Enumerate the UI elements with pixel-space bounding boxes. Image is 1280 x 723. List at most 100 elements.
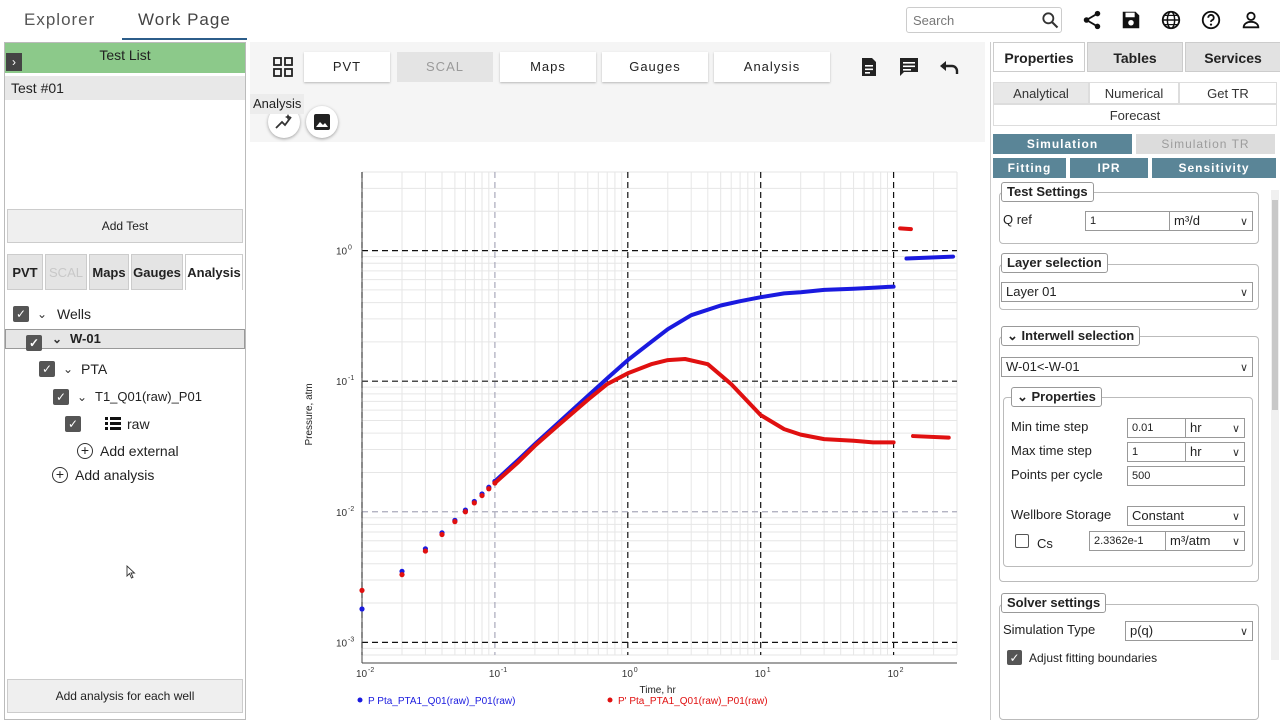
tab-pvt[interactable]: PVT (7, 254, 43, 290)
max-time-step-input[interactable]: 1 (1127, 442, 1187, 462)
save-icon[interactable] (1120, 9, 1142, 31)
tree-pta[interactable]: ✓ ⌄ PTA (5, 356, 245, 382)
help-icon[interactable] (1200, 9, 1222, 31)
cs-input[interactable]: 2.3362e-1 (1089, 531, 1167, 551)
chevron-down-icon[interactable]: ⌄ (77, 390, 88, 404)
q-ref-unit-select[interactable]: m³/d ∨ (1169, 211, 1253, 231)
add-external-button[interactable]: + Add external (5, 438, 245, 464)
checkbox-checked-icon[interactable]: ✓ (13, 306, 29, 322)
scrollbar-thumb[interactable] (1272, 200, 1278, 410)
undo-icon[interactable] (938, 56, 960, 78)
interwell-selection-title[interactable]: ⌄ Interwell selection (1001, 326, 1141, 346)
tree-wells[interactable]: ✓ ⌄ Wells (5, 301, 245, 327)
min-time-step-unit-select[interactable]: hr ∨ (1185, 418, 1245, 438)
select-value: hr (1190, 420, 1202, 435)
subtab-numerical[interactable]: Numerical (1089, 82, 1179, 104)
document-icon[interactable] (858, 56, 880, 78)
tab-properties[interactable]: Properties (993, 42, 1085, 72)
points-per-cycle-label: Points per cycle (1011, 467, 1103, 482)
chevron-down-icon: ⌄ (1007, 328, 1022, 343)
comment-icon[interactable] (898, 56, 920, 78)
center-tab-maps[interactable]: Maps (500, 52, 596, 82)
legend-marker (357, 697, 363, 703)
interwell-select[interactable]: W-01<-W-01 ∨ (1001, 357, 1253, 377)
checkbox-checked-icon[interactable]: ✓ (53, 389, 69, 405)
properties-title[interactable]: ⌄ Properties (1011, 387, 1102, 407)
center-panel: PVT SCAL Maps Gauges Analysis Analysis 1… (250, 42, 985, 720)
subtab-analytical[interactable]: Analytical (993, 82, 1089, 104)
data-point (359, 587, 365, 593)
legend-entry: P' Pta_PTA1_Q01(raw)_P01(raw) (618, 696, 768, 707)
min-time-step-input[interactable]: 0.01 (1127, 418, 1187, 438)
checkbox-checked-icon[interactable]: ✓ (65, 416, 81, 432)
checkbox-checked-icon[interactable]: ✓ (39, 361, 55, 377)
ipr-button[interactable]: IPR (1070, 158, 1148, 178)
cs-checkbox[interactable] (1015, 534, 1029, 548)
data-point (452, 519, 458, 525)
right-panel: Properties Tables Services Analytical Nu… (990, 42, 1280, 720)
image-export-button[interactable] (306, 106, 338, 138)
center-tab-scal: SCAL (397, 52, 493, 82)
language-icon[interactable] (1160, 9, 1182, 31)
points-per-cycle-input[interactable]: 500 (1127, 466, 1245, 486)
collapse-panel-button[interactable]: › (6, 53, 22, 71)
sensitivity-button[interactable]: Sensitivity (1152, 158, 1276, 178)
tree-well[interactable]: ✓ ⌄ W-01 (5, 329, 245, 351)
center-tab-gauges[interactable]: Gauges (602, 52, 708, 82)
tree-label: Wells (57, 306, 91, 322)
chevron-down-icon[interactable]: ⌄ (37, 307, 48, 321)
nav-work-page[interactable]: Work Page (122, 0, 247, 40)
chevron-down-icon[interactable]: ⌄ (63, 362, 74, 376)
checkbox-checked-icon[interactable]: ✓ (26, 335, 42, 351)
wellbore-storage-select[interactable]: Constant ∨ (1127, 506, 1245, 526)
center-tab-analysis[interactable]: Analysis (714, 52, 830, 82)
search-icon[interactable] (1040, 10, 1060, 30)
series-segment-1b (911, 434, 951, 440)
cs-unit-select[interactable]: m³/atm ∨ (1165, 531, 1245, 551)
grid-icon[interactable] (272, 56, 294, 78)
tree-label: Add analysis (75, 467, 155, 483)
layer-selection-title: Layer selection (1001, 253, 1108, 273)
chevron-down-icon[interactable]: ⌄ (52, 332, 63, 346)
tab-tables[interactable]: Tables (1087, 42, 1183, 72)
subtab-forecast[interactable]: Forecast (993, 104, 1277, 126)
tab-services[interactable]: Services (1185, 42, 1280, 72)
max-time-step-unit-select[interactable]: hr ∨ (1185, 442, 1245, 462)
data-point (399, 572, 405, 578)
simulation-button[interactable]: Simulation (993, 134, 1132, 154)
nav-explorer[interactable]: Explorer (24, 10, 96, 29)
fitting-button[interactable]: Fitting (993, 158, 1066, 178)
chevron-down-icon: ∨ (1239, 287, 1248, 299)
auto-fix-icon (275, 114, 292, 129)
right-panel-scrollbar[interactable] (1271, 190, 1279, 660)
user-icon[interactable] (1240, 9, 1262, 31)
subtab-get-tr[interactable]: Get TR (1179, 82, 1277, 104)
add-analysis-each-well-button[interactable]: Add analysis for each well (7, 679, 243, 713)
add-test-button[interactable]: Add Test (7, 209, 243, 243)
tab-gauges[interactable]: Gauges (131, 254, 183, 290)
data-point (462, 509, 469, 515)
data-point (479, 492, 485, 499)
tree-raw[interactable]: ✓ raw (5, 411, 245, 437)
add-circle-icon: + (77, 443, 93, 459)
adjust-fitting-checkbox[interactable]: ✓ (1007, 650, 1022, 665)
layer-select[interactable]: Layer 01 ∨ (1001, 282, 1253, 302)
center-tab-pvt[interactable]: PVT (304, 52, 390, 82)
share-icon[interactable] (1081, 9, 1103, 31)
x-axis-label: Time, hr (640, 685, 677, 696)
add-analysis-button[interactable]: + Add analysis (5, 462, 245, 488)
y-tick-label: 10 (336, 377, 348, 388)
chevron-down-icon: ∨ (1231, 423, 1240, 435)
q-ref-input[interactable]: 1 (1085, 211, 1171, 231)
simulation-type-select[interactable]: p(q) ∨ (1125, 621, 1253, 641)
tree-analysis[interactable]: ✓ ⌄ T1_Q01(raw)_P01 (5, 384, 245, 410)
data-point (422, 548, 429, 554)
title-text: Properties (1031, 389, 1096, 404)
chevron-down-icon: ∨ (1239, 362, 1248, 374)
test-list-item[interactable]: Test #01 (5, 76, 245, 100)
search-input[interactable] (906, 7, 1062, 33)
tab-analysis[interactable]: Analysis (185, 254, 243, 290)
adjust-fitting-label: Adjust fitting boundaries (1029, 651, 1158, 665)
tab-maps[interactable]: Maps (89, 254, 129, 290)
